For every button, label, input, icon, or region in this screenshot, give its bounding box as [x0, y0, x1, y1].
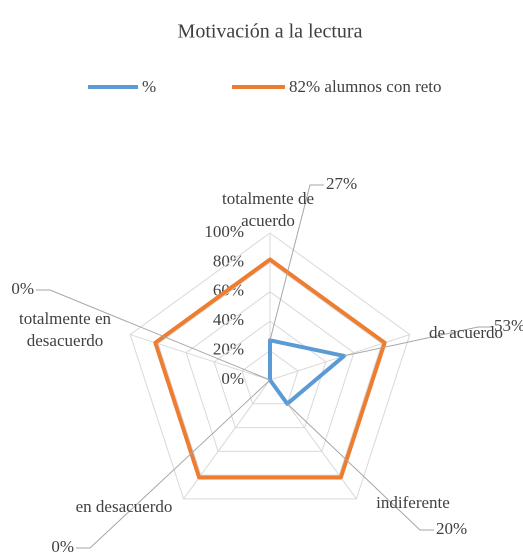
category-label: totalmente de acuerdo: [221, 189, 315, 230]
spoke: [183, 379, 271, 500]
data-label: 20%: [436, 519, 467, 538]
data-label: 27%: [326, 174, 357, 193]
y-tick-label: 80%: [213, 251, 244, 270]
leader-line: [269, 184, 324, 341]
category-label: indiferente: [376, 493, 450, 512]
chart-title: Motivación a la lectura: [178, 21, 363, 43]
series-line: [153, 257, 387, 480]
grid-ring: [185, 291, 355, 452]
legend-label: 82% alumnos con reto: [289, 77, 442, 96]
leader-line: [76, 379, 271, 549]
y-tick-label: 0%: [221, 369, 244, 388]
grid-ring: [241, 349, 299, 405]
grid-ring: [129, 232, 411, 500]
legend-label: %: [142, 77, 156, 96]
category-label: en desacuerdo: [75, 497, 173, 516]
y-tick-label: 100%: [204, 222, 244, 241]
leader-line: [36, 289, 271, 381]
leader-line: [286, 403, 434, 531]
category-label: de acuerdo: [428, 323, 504, 342]
category-label: totalmente en desacuerdo: [18, 309, 112, 350]
spoke: [130, 334, 271, 381]
data-label: 53%: [494, 316, 523, 335]
data-label: 0%: [11, 279, 34, 298]
y-tick-label: 20%: [213, 340, 244, 359]
leader-line: [343, 326, 492, 357]
y-tick-label: 40%: [213, 310, 244, 329]
series-line: [268, 338, 347, 406]
grid-ring: [213, 320, 327, 429]
grid-ring: [157, 261, 383, 476]
data-label: 0%: [51, 537, 74, 556]
